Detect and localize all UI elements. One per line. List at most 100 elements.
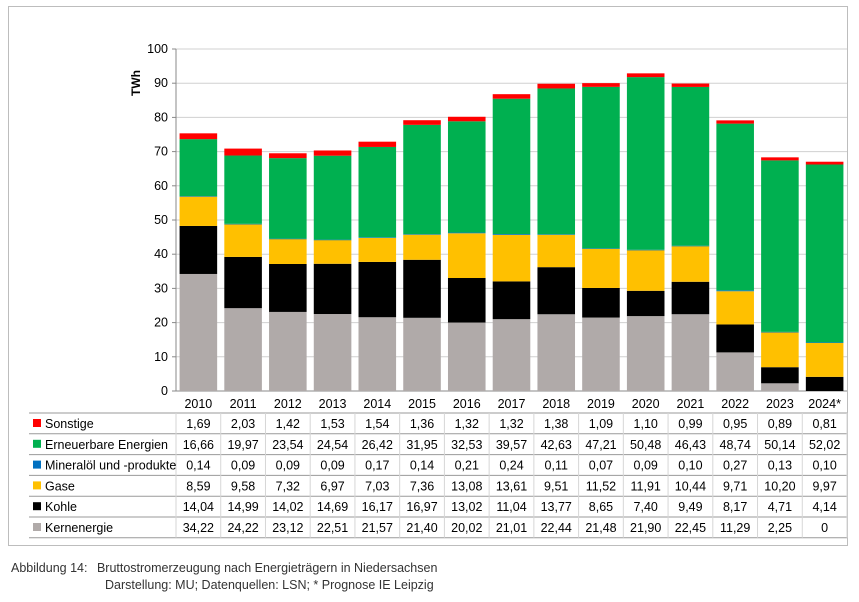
bar-segment (269, 238, 307, 264)
data-label: 34,22 (183, 521, 214, 535)
bar-segment (716, 123, 754, 291)
data-label: 1,36 (410, 417, 434, 431)
bar-segment (358, 237, 397, 238)
data-label: 1,09 (589, 417, 613, 431)
data-label: 0,10 (678, 459, 702, 473)
bar-segment (716, 291, 754, 325)
bar-segment (716, 290, 754, 292)
bar-segment (582, 317, 620, 391)
data-label: 0,09 (634, 459, 658, 473)
bar-segment (224, 224, 262, 257)
bar-segment (313, 155, 352, 240)
data-label: 9,97 (812, 479, 836, 493)
data-label: 8,65 (589, 500, 613, 514)
bar-segment (224, 148, 262, 156)
legend-swatch (33, 439, 41, 448)
data-label: 11,04 (496, 500, 526, 514)
bar-segment (492, 98, 531, 235)
bar-segment (403, 259, 441, 318)
bar-segment (179, 273, 218, 391)
data-label: 24,54 (317, 438, 348, 452)
data-label: 0,17 (365, 459, 389, 473)
bar-segment (626, 250, 665, 291)
data-label: 4,14 (812, 500, 836, 514)
data-label: 50,14 (764, 438, 795, 452)
bar-segment (492, 319, 531, 391)
legend-swatch (33, 523, 41, 531)
data-label: 21,90 (630, 521, 661, 535)
x-tick-label: 2012 (274, 397, 302, 411)
data-label: 7,32 (276, 479, 300, 493)
y-axis-label: TWh (129, 70, 143, 96)
data-label: 48,74 (720, 438, 751, 452)
bar-segment (224, 256, 262, 309)
bar-segment (805, 164, 844, 343)
legend-label: Mineralöl und -produkte (45, 459, 176, 473)
legend-swatch (33, 502, 41, 511)
bar-segment (671, 86, 710, 246)
data-label: 31,95 (406, 438, 437, 452)
data-label: 22,45 (675, 521, 706, 535)
bar-segment (671, 245, 710, 247)
bar-segment (805, 342, 844, 344)
data-label: 46,43 (675, 438, 706, 452)
data-label: 21,40 (406, 521, 437, 535)
x-tick-label: 2023 (766, 397, 794, 411)
bar-segment (447, 116, 486, 122)
data-label: 11,91 (631, 479, 661, 493)
bar-segment (313, 239, 352, 241)
data-label: 0,27 (723, 459, 747, 473)
bar-segment (537, 267, 576, 315)
bar-segment (582, 248, 620, 288)
legend-label: Erneuerbare Energien (45, 438, 168, 452)
x-tick-label: 2024* (808, 397, 841, 411)
data-label: 42,63 (541, 438, 572, 452)
bar-segment (447, 278, 486, 323)
data-label: 0,89 (768, 417, 792, 431)
data-label: 13,77 (541, 500, 572, 514)
data-label: 23,54 (272, 438, 303, 452)
bar-segment (537, 314, 576, 391)
bar-segment (716, 352, 754, 391)
bar-segment (447, 322, 486, 391)
data-label: 13,02 (451, 500, 482, 514)
bar-segment (626, 77, 665, 250)
bar-segment (403, 317, 441, 391)
y-tick-label: 50 (154, 213, 168, 227)
bar-segment (582, 83, 620, 87)
bar-segment (269, 158, 307, 239)
bar-segment (626, 290, 665, 317)
data-label: 7,03 (365, 479, 389, 493)
bar-segment (582, 248, 620, 249)
bar-segment (313, 239, 352, 264)
data-label: 50,48 (630, 438, 661, 452)
data-label: 24,22 (227, 521, 258, 535)
y-tick-label: 20 (154, 316, 168, 330)
data-label: 7,40 (634, 500, 658, 514)
data-label: 7,36 (410, 479, 434, 493)
data-label: 1,69 (186, 417, 210, 431)
caption-title: Bruttostromerzeugung nach Energieträgern… (96, 561, 438, 575)
bar-segment (582, 86, 620, 249)
figure-caption: Abbildung 14: Bruttostromerzeugung nach … (11, 561, 437, 575)
x-tick-label: 2011 (230, 397, 257, 411)
bar-segment (492, 281, 531, 320)
data-label: 22,51 (317, 521, 348, 535)
data-label: 1,32 (499, 417, 523, 431)
data-label: 11,29 (720, 521, 750, 535)
data-label: 2,25 (768, 521, 792, 535)
y-tick-label: 30 (154, 281, 168, 295)
data-label: 0,95 (723, 417, 747, 431)
data-label: 26,42 (362, 438, 393, 452)
data-label: 0,14 (410, 459, 434, 473)
data-label: 32,53 (451, 438, 482, 452)
bar-segment (224, 155, 262, 224)
bar-segment (716, 324, 754, 353)
y-tick-label: 80 (154, 110, 168, 124)
data-label: 0,09 (231, 459, 255, 473)
bar-segment (313, 263, 352, 315)
data-label: 1,42 (276, 417, 300, 431)
data-label: 2,03 (231, 417, 255, 431)
data-label: 11,52 (586, 479, 616, 493)
data-label: 0,11 (545, 459, 568, 473)
